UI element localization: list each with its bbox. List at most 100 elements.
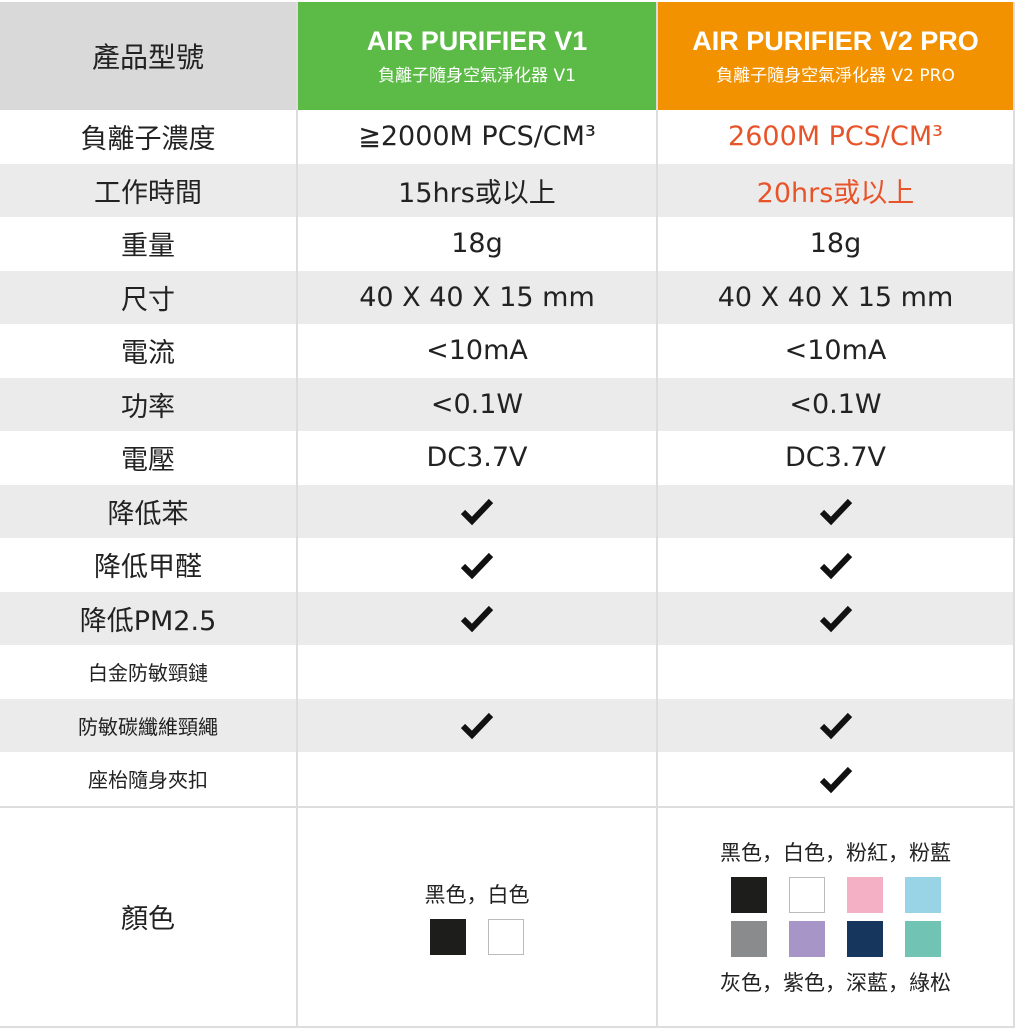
table-row: 工作時間 15hrs或以上 20hrs或以上 bbox=[0, 163, 1013, 218]
v2-subtitle: 負離子隨身空氣淨化器 V2 PRO bbox=[716, 66, 955, 86]
checkmark-icon bbox=[819, 606, 852, 633]
color-swatch bbox=[430, 918, 466, 955]
v2-cell: <0.1W bbox=[658, 378, 1013, 432]
v1-cell: DC3.7V bbox=[298, 431, 658, 485]
row-label: 降低甲醛 bbox=[0, 538, 298, 592]
table-row: 電流 <10mA <10mA bbox=[0, 324, 1013, 378]
table-row: 負離子濃度 ≧2000M PCS/CM³ 2600M PCS/CM³ bbox=[0, 110, 1013, 164]
v2-cell: DC3.7V bbox=[658, 431, 1013, 485]
v2-cell: 2600M PCS/CM³ bbox=[658, 110, 1013, 164]
header-v1: AIR PURIFIER V1 負離子隨身空氣淨化器 V1 bbox=[298, 2, 658, 110]
v1-cell bbox=[298, 645, 658, 699]
checkmark-icon bbox=[819, 713, 852, 740]
v1-cell: <0.1W bbox=[298, 377, 658, 431]
table-row: 降低苯 bbox=[0, 484, 1013, 539]
table-row: 尺寸 40 X 40 X 15 mm 40 X 40 X 15 mm bbox=[0, 270, 1013, 325]
v1-value: 15hrs或以上 bbox=[398, 177, 556, 209]
row-label: 降低PM2.5 bbox=[0, 591, 298, 645]
row-label: 降低苯 bbox=[0, 484, 298, 538]
v2-cell bbox=[658, 752, 1013, 806]
row-label: 重量 bbox=[0, 217, 298, 271]
color-swatch bbox=[730, 876, 767, 913]
header-row: 產品型號 AIR PURIFIER V1 負離子隨身空氣淨化器 V1 AIR P… bbox=[0, 2, 1013, 110]
checkmark-icon bbox=[819, 766, 852, 794]
v2-cell: 20hrs或以上 bbox=[658, 164, 1013, 218]
v1-cell bbox=[298, 484, 658, 538]
v2-title: AIR PURIFIER V2 PRO bbox=[692, 26, 979, 56]
v2-value: <0.1W bbox=[789, 388, 882, 420]
v1-cell: <10mA bbox=[298, 324, 658, 378]
table-row: 降低甲醛 bbox=[0, 538, 1013, 592]
color-swatch bbox=[730, 920, 767, 957]
table-row: 功率 <0.1W <0.1W bbox=[0, 377, 1013, 432]
table-row: 電壓 DC3.7V DC3.7V bbox=[0, 431, 1013, 485]
checkmark-icon bbox=[460, 499, 494, 526]
row-label: 白金防敏頸鏈 bbox=[0, 645, 298, 699]
header-label: 產品型號 bbox=[0, 2, 298, 110]
color-row: 顏色 黑色，白色 黑色，白色，粉紅，粉藍 灰色，紫色，深藍，綠松 bbox=[0, 805, 1013, 1026]
v2-cell bbox=[658, 645, 1013, 699]
row-label: 座枱隨身夾扣 bbox=[0, 752, 298, 806]
v2-value: 20hrs或以上 bbox=[756, 177, 915, 209]
v1-value: 18g bbox=[451, 228, 503, 260]
v2-value: 18g bbox=[809, 228, 862, 260]
row-label: 電壓 bbox=[0, 431, 298, 485]
v1-value: 40 X 40 X 15 mm bbox=[359, 281, 595, 313]
v2-cell bbox=[658, 699, 1013, 753]
v1-cell bbox=[298, 538, 658, 592]
table-row: 重量 18g 18g bbox=[0, 217, 1013, 271]
row-label: 功率 bbox=[0, 377, 298, 431]
color-swatch bbox=[846, 876, 883, 913]
v1-colors: 黑色，白色 bbox=[298, 807, 658, 1026]
row-label: 工作時間 bbox=[0, 163, 298, 217]
color-swatch bbox=[788, 876, 825, 913]
color-swatch bbox=[904, 920, 941, 957]
color-label: 顏色 bbox=[0, 807, 298, 1026]
table-row: 降低PM2.5 bbox=[0, 591, 1013, 646]
v2-color-names-bottom: 灰色，紫色，深藍，綠松 bbox=[720, 970, 951, 995]
v1-value: DC3.7V bbox=[426, 442, 528, 474]
v1-cell: 15hrs或以上 bbox=[298, 163, 658, 217]
checkmark-icon bbox=[460, 713, 494, 740]
v2-cell: 40 X 40 X 15 mm bbox=[658, 271, 1013, 325]
v2-value: DC3.7V bbox=[784, 442, 887, 474]
v1-cell: 18g bbox=[298, 217, 658, 271]
v2-cell bbox=[658, 538, 1013, 592]
v2-cell: 18g bbox=[658, 217, 1013, 271]
v1-cell: ≧2000M PCS/CM³ bbox=[298, 110, 658, 164]
v1-value: <10mA bbox=[426, 335, 528, 367]
v2-value: 2600M PCS/CM³ bbox=[728, 121, 943, 153]
v2-cell bbox=[658, 485, 1013, 539]
checkmark-icon bbox=[460, 552, 494, 580]
color-swatch bbox=[788, 920, 825, 957]
v1-cell bbox=[298, 752, 658, 806]
color-swatch bbox=[904, 876, 941, 913]
table-row: 防敏碳纖維頸繩 bbox=[0, 698, 1013, 753]
checkmark-icon bbox=[460, 606, 494, 633]
row-label: 尺寸 bbox=[0, 270, 298, 324]
color-swatch bbox=[846, 920, 883, 957]
v1-title: AIR PURIFIER V1 bbox=[366, 26, 588, 56]
v1-color-names: 黑色，白色 bbox=[424, 882, 530, 907]
v1-value: <0.1W bbox=[430, 388, 524, 420]
header-v2: AIR PURIFIER V2 PRO 負離子隨身空氣淨化器 V2 PRO bbox=[658, 2, 1013, 110]
v1-cell bbox=[298, 591, 658, 645]
checkmark-icon bbox=[819, 552, 852, 580]
color-swatch bbox=[488, 918, 524, 955]
v2-color-names-top: 黑色，白色，粉紅，粉藍 bbox=[720, 840, 951, 865]
v1-subtitle: 負離子隨身空氣淨化器 V1 bbox=[378, 66, 576, 86]
checkmark-icon bbox=[819, 499, 852, 526]
v1-cell: 40 X 40 X 15 mm bbox=[298, 270, 658, 324]
v1-value: ≧2000M PCS/CM³ bbox=[358, 121, 596, 153]
row-label: 電流 bbox=[0, 324, 298, 378]
row-label: 負離子濃度 bbox=[0, 110, 298, 164]
v2-cell bbox=[658, 592, 1013, 646]
table-row: 白金防敏頸鏈 bbox=[0, 645, 1013, 699]
v2-colors: 黑色，白色，粉紅，粉藍 灰色，紫色，深藍，綠松 bbox=[658, 808, 1013, 1026]
table-row: 座枱隨身夾扣 bbox=[0, 752, 1013, 806]
v2-value: 40 X 40 X 15 mm bbox=[717, 281, 954, 313]
v2-cell: <10mA bbox=[658, 324, 1013, 378]
v1-cell bbox=[298, 698, 658, 752]
row-label: 防敏碳纖維頸繩 bbox=[0, 698, 298, 752]
